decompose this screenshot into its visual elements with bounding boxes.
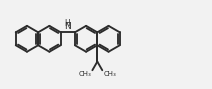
Text: H: H <box>64 19 70 28</box>
Text: CH₃: CH₃ <box>79 71 91 77</box>
Text: CH₃: CH₃ <box>103 71 116 77</box>
Text: N: N <box>64 22 71 31</box>
